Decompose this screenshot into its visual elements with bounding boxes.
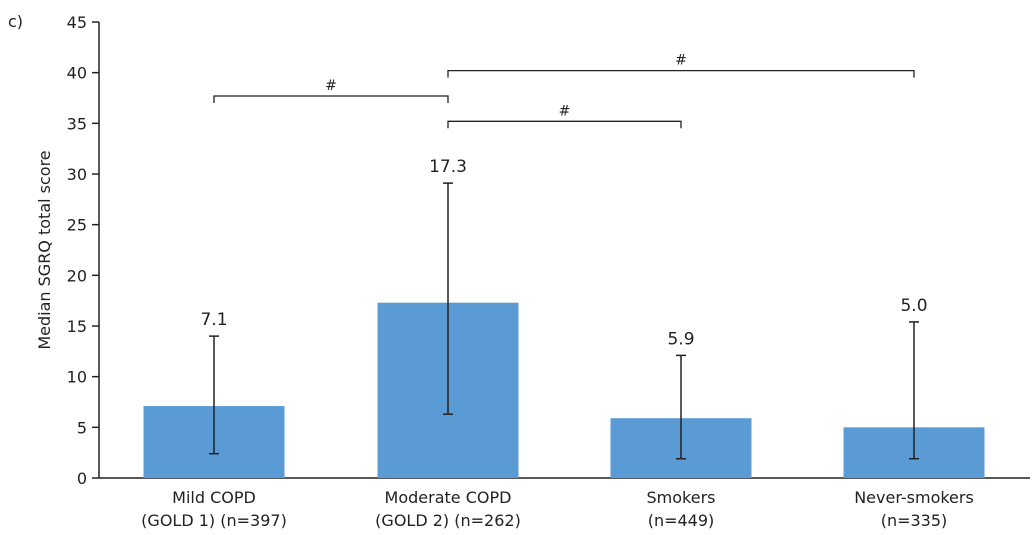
significance-bracket [447, 69, 915, 78]
significance-marker: # [559, 103, 571, 119]
y-tick-label: 40 [67, 64, 87, 83]
value-label: 17.3 [429, 157, 467, 177]
significance-bracket [447, 120, 682, 129]
y-tick-label: 20 [67, 266, 87, 285]
x-tick-label-line2: (n=335) [881, 511, 948, 530]
x-tick-label: Never-smokers [854, 488, 974, 507]
x-tick-label-line2: (GOLD 1) (n=397) [141, 511, 287, 530]
panel-label: c) [8, 12, 23, 31]
value-label: 7.1 [200, 310, 227, 330]
value-labels: 7.1 17.3 5.9 5.0 [200, 157, 927, 349]
value-label: 5.9 [667, 329, 694, 349]
y-tick-label: 5 [77, 418, 87, 437]
x-tick-label: Moderate COPD [385, 488, 512, 507]
significance-marker: # [675, 53, 687, 69]
x-tick-label-line2: (n=449) [648, 511, 715, 530]
y-tick-label: 10 [67, 368, 87, 387]
x-tick-label-line2: (GOLD 2) (n=262) [375, 511, 521, 530]
bars [143, 302, 985, 478]
y-tick-label: 25 [67, 216, 87, 235]
significance-brackets: # # # [213, 53, 915, 129]
y-tick-label: 0 [77, 469, 87, 488]
y-tick-label: 45 [67, 13, 87, 32]
value-label: 5.0 [900, 296, 927, 316]
x-tick-labels: Mild COPD (GOLD 1) (n=397) Moderate COPD (G… [141, 488, 974, 530]
x-tick-label: Smokers [647, 488, 716, 507]
y-tick-label: 15 [67, 317, 87, 336]
significance-marker: # [325, 78, 337, 94]
x-tick-label: Mild COPD [172, 488, 256, 507]
y-tick-label: 35 [67, 114, 87, 133]
error-bars [209, 182, 919, 460]
y-axis-title: Median SGRQ total score [35, 150, 54, 349]
significance-bracket [213, 95, 449, 103]
y-tick-label: 30 [67, 165, 87, 184]
